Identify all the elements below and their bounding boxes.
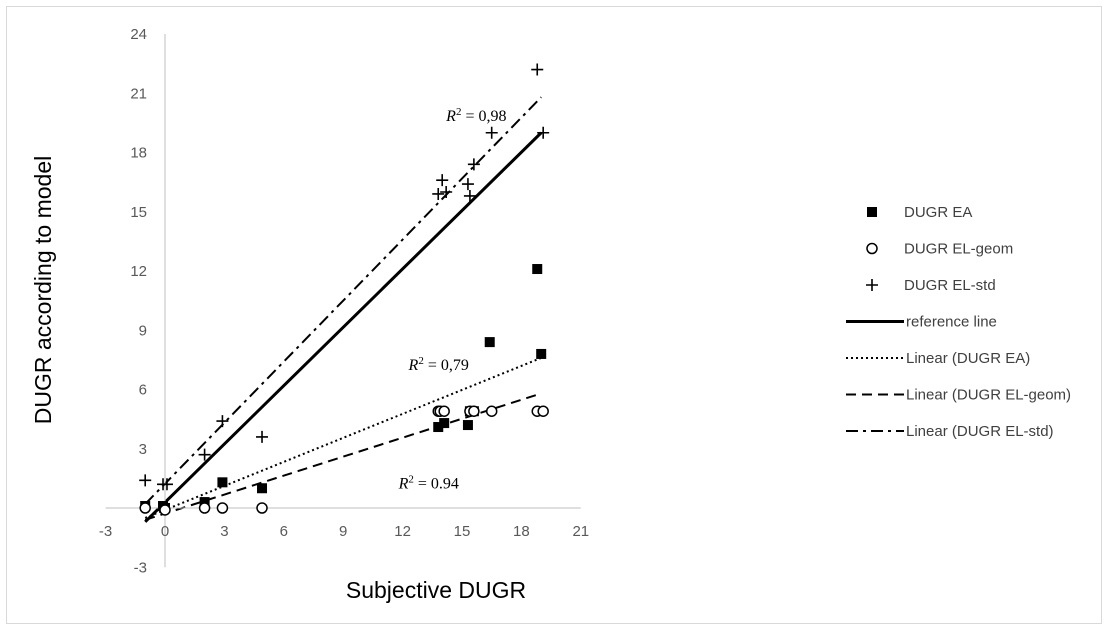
legend-marker-plus	[866, 279, 878, 291]
y-tick-label: 18	[130, 145, 147, 162]
legend-label: DUGR EL-geom	[904, 241, 1013, 258]
data-point-plus	[440, 186, 453, 198]
data-point-square	[199, 497, 210, 508]
data-point-circle	[537, 405, 549, 417]
data-point-square	[484, 337, 495, 348]
legend-marker-square	[867, 207, 877, 217]
x-tick-label: 15	[454, 523, 471, 540]
y-tick-label: 6	[139, 382, 147, 399]
data-point-square	[536, 348, 547, 359]
axes	[105, 34, 581, 568]
data-point-plus	[461, 178, 474, 191]
data-point-square	[217, 477, 228, 488]
data-point-plus	[160, 478, 173, 491]
data-point-circle	[256, 502, 268, 514]
r-squared-label: R2 = 0,98	[445, 106, 506, 125]
trend-line-solid	[144, 131, 543, 523]
data-point-square	[433, 422, 444, 433]
data-point-square	[462, 420, 473, 431]
tick-labels: -3 0 3 6 9 12 15 18 21 -3 3 6 9 12 15 18 21 24	[99, 26, 589, 576]
x-tick-label: 18	[513, 523, 530, 540]
data-point-circle	[468, 405, 480, 417]
data-point-circle	[485, 405, 498, 417]
data-point-plus	[139, 474, 152, 487]
data-point-circle	[159, 504, 171, 516]
legend: DUGR EA DUGR EL-geom DUGR EL-std reference …	[846, 204, 1071, 440]
legend-label: Linear (DUGR EL-std)	[906, 423, 1054, 440]
trend-lines	[144, 96, 543, 523]
annotations: R2 = 0,98 R2 = 0,79 R2 = 0.94	[398, 106, 507, 492]
y-tick-label: 15	[130, 204, 147, 221]
x-tick-label: -3	[99, 523, 112, 540]
data-point-plus	[467, 158, 480, 171]
r-squared-label: R2 = 0.94	[398, 473, 459, 492]
data-point-square	[439, 418, 450, 429]
data-point-plus	[256, 430, 269, 443]
trend-line-dashed	[144, 392, 542, 521]
data-point-circle	[198, 502, 211, 514]
y-tick-label: 9	[139, 322, 147, 339]
data-point-circle	[216, 502, 229, 514]
data-point-plus	[432, 187, 445, 200]
data-point-plus	[198, 448, 211, 461]
trend-line-dotted	[144, 356, 542, 519]
data-point-plus	[531, 63, 544, 76]
data-points	[139, 63, 550, 516]
legend-label: reference line	[906, 314, 997, 331]
legend-label: Linear (DUGR EA)	[906, 350, 1030, 367]
x-tick-label: 9	[339, 523, 347, 540]
data-point-plus	[537, 126, 550, 139]
y-tick-label: 3	[139, 441, 147, 458]
data-point-plus	[463, 189, 476, 202]
legend-label: DUGR EA	[904, 204, 972, 221]
data-point-plus	[216, 415, 229, 428]
legend-label: DUGR EL-std	[904, 277, 996, 294]
data-point-plus	[485, 126, 498, 139]
chart-frame	[6, 6, 1102, 624]
x-tick-label: 0	[161, 523, 169, 540]
x-axis-title: Subjective DUGR	[346, 577, 526, 603]
y-tick-label: 21	[130, 85, 147, 102]
x-tick-label: 3	[220, 523, 228, 540]
data-point-circle	[438, 405, 450, 417]
trend-line-dashdot	[144, 96, 542, 505]
data-point-circle	[139, 502, 151, 514]
x-tick-label: 12	[394, 523, 411, 540]
legend-label: Linear (DUGR EL-geom)	[906, 387, 1071, 404]
x-tick-label: 21	[572, 523, 589, 540]
data-point-square	[532, 264, 543, 275]
x-tick-label: 6	[280, 523, 288, 540]
y-tick-label: 24	[130, 26, 147, 43]
y-tick-label: 12	[130, 263, 147, 280]
data-point-plus	[436, 174, 449, 187]
legend-marker-circle	[866, 242, 878, 255]
y-tick-label: -3	[134, 559, 147, 576]
r-squared-label: R2 = 0,79	[408, 355, 469, 374]
y-axis-title: DUGR according to model	[30, 156, 56, 424]
data-point-square	[257, 483, 268, 494]
